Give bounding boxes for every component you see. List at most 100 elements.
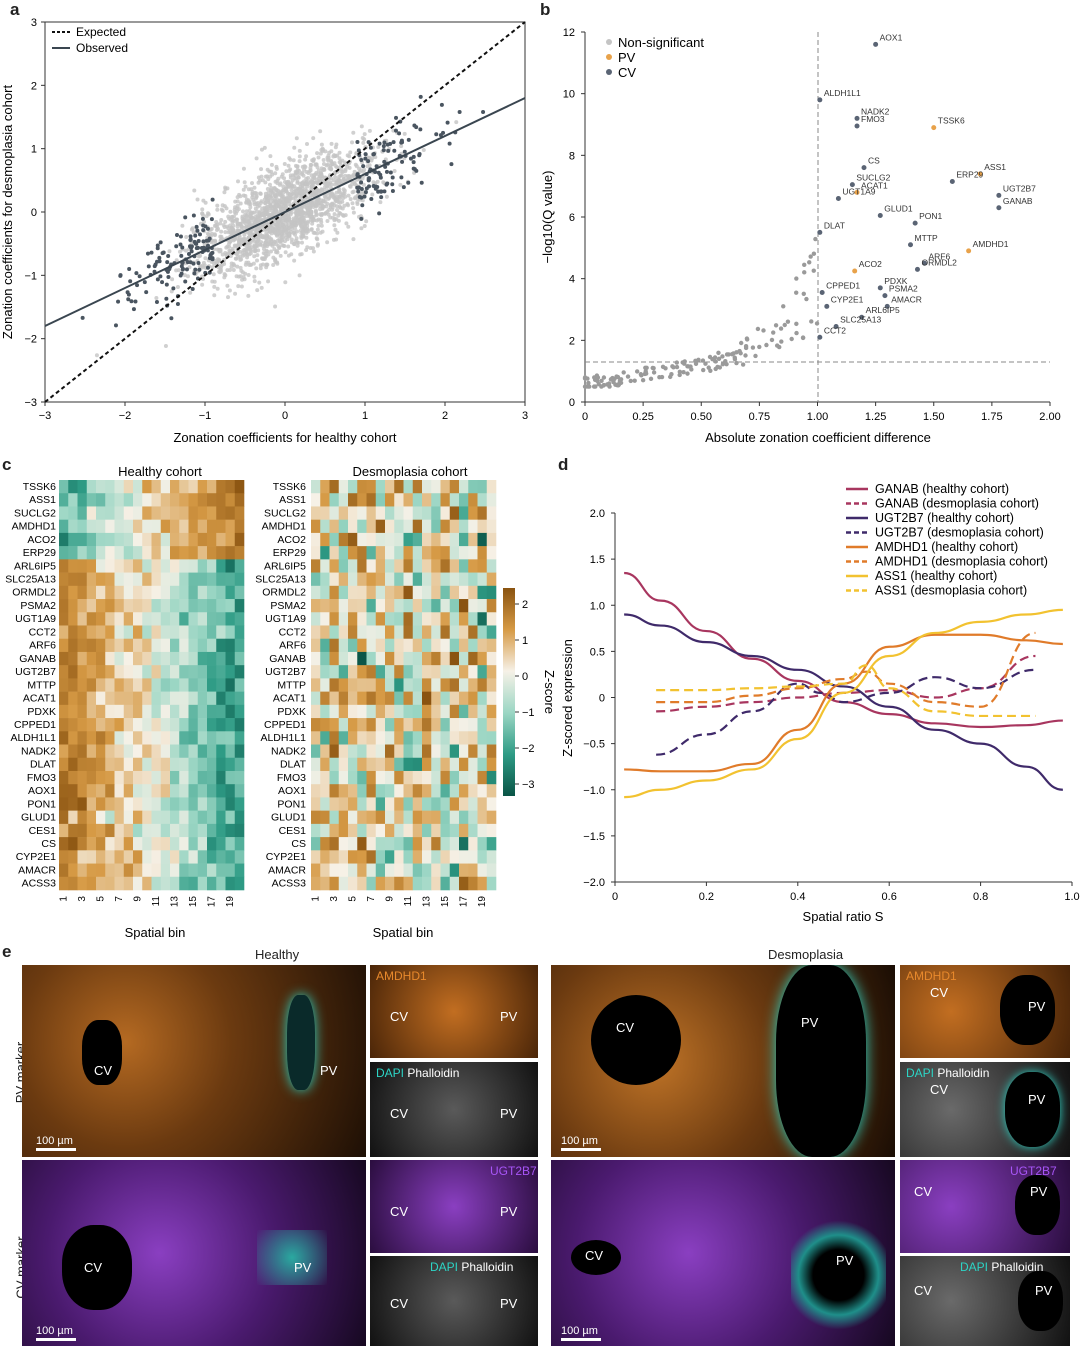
scatter-point (234, 256, 239, 261)
heatmap-cell (338, 810, 349, 825)
scatter-point (327, 195, 332, 200)
nonsig-point (693, 361, 699, 366)
heatmap-cell (133, 837, 143, 851)
gene-label: ALDH1L1 (824, 88, 861, 98)
scatter-point (304, 176, 309, 181)
heatmap-cell (338, 480, 349, 494)
heatmap-cell (77, 797, 88, 811)
heatmap-cell (375, 784, 386, 798)
heatmap-cell (403, 638, 414, 653)
gene-label: ORMDL2 (921, 257, 957, 267)
heatmap-cell (96, 559, 106, 573)
heatmap-cell (477, 546, 488, 560)
heatmap-cell (357, 480, 367, 494)
heatmap-cell (431, 559, 441, 573)
scatter-point-significant (393, 128, 398, 133)
heatmap-cell (385, 731, 395, 745)
scatter-point-significant (194, 224, 199, 229)
gene-point (908, 242, 913, 248)
heatmap-cell (338, 559, 349, 573)
heatmap-cell (234, 480, 245, 494)
heatmap-cell (133, 876, 143, 891)
heatmap-cell (422, 625, 432, 640)
heatmap-cell (133, 506, 143, 520)
scatter-point (201, 277, 206, 282)
heatmap-cell (320, 638, 330, 653)
heatmap-cell (114, 784, 125, 798)
heatmap-cell (320, 863, 330, 878)
scatter-point (346, 203, 351, 208)
heatmap-cell (338, 863, 349, 878)
panel-e-title-desmoplasia: Desmoplasia (768, 947, 844, 962)
scatter-point (326, 207, 331, 212)
heatmap-cell (468, 704, 478, 719)
scatter-point (216, 226, 221, 231)
y-tick-label: 12 (563, 27, 575, 39)
nonsig-point (586, 380, 591, 386)
heatmap-cell (216, 572, 226, 587)
heatmap-cell (123, 638, 134, 653)
heatmap-cell (188, 678, 199, 692)
heatmap-cell (320, 599, 330, 613)
heatmap-cell (142, 572, 152, 587)
heatmap-cell (422, 585, 432, 600)
scatter-point (311, 230, 316, 235)
heatmap-cell (375, 559, 386, 573)
heatmap-cell (366, 665, 377, 679)
heatmap-cell (459, 651, 469, 666)
heatmap-cell (170, 784, 180, 798)
heatmap-cell (86, 691, 97, 706)
heatmap-cell (329, 691, 340, 706)
nonsig-point (720, 354, 725, 359)
heatmap-row-label: SLC25A13 (255, 574, 306, 586)
scatter-point-significant (134, 271, 139, 276)
heatmap-cell (123, 546, 134, 560)
heatmap-cell (311, 744, 321, 759)
scatter-point (279, 174, 284, 179)
scatter-point (214, 219, 219, 224)
scatter-point (245, 255, 250, 260)
heatmap-row-label: FMO3 (27, 772, 56, 784)
heatmap-cell (142, 612, 152, 626)
scatter-point-significant (169, 316, 174, 321)
heatmap-cell (234, 704, 245, 719)
heatmap-cell (216, 638, 226, 653)
heatmap-cell (207, 837, 217, 851)
scatter-point-significant (445, 120, 450, 125)
micrograph-desmo-amdhd1: AMDHD1 CV PV (900, 965, 1070, 1058)
gene-point (861, 165, 867, 171)
heatmap-cell (449, 480, 460, 494)
heatmap-cell (375, 519, 386, 534)
heatmap-cell (225, 519, 236, 534)
scatter-point (231, 214, 236, 219)
heatmap-cell (188, 810, 199, 825)
heatmap-cell (486, 704, 497, 719)
heatmap-cell (197, 559, 208, 573)
scatter-point (345, 153, 350, 158)
scatter-point (320, 229, 325, 234)
heatmap-cell (449, 599, 460, 613)
heatmap-cell (105, 651, 115, 666)
heatmap-cell (329, 797, 340, 811)
heatmap-cell (329, 625, 340, 640)
heatmap-cell (105, 784, 115, 798)
scatter-point (224, 206, 229, 211)
heatmap-cell (348, 810, 358, 825)
heatmap-cell (459, 810, 469, 825)
heatmap-cell (105, 546, 115, 560)
heatmap-cell (394, 625, 404, 640)
heatmap-cell (422, 678, 432, 692)
nonsig-point (701, 367, 706, 373)
heatmap-cell (160, 480, 171, 494)
heatmap-cell (431, 784, 441, 798)
scatter-point (300, 170, 305, 175)
heatmap-cell (357, 599, 367, 613)
heatmap-cell (459, 559, 469, 573)
heatmap-cell (96, 572, 106, 587)
heatmap-cell (449, 519, 460, 534)
heatmap-cell (486, 784, 497, 798)
heatmap-cell (311, 810, 321, 825)
heatmap-cell (188, 731, 199, 745)
scatter-point (329, 141, 334, 146)
heatmap-cell (468, 651, 478, 666)
